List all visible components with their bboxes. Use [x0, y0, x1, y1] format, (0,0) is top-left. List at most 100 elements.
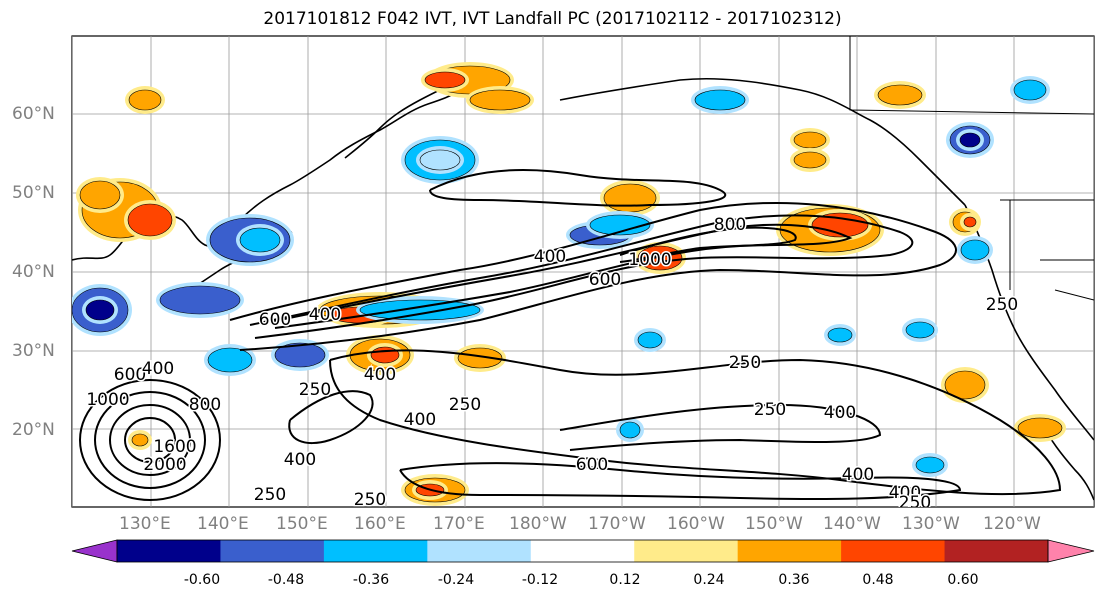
colorbar-tick-label: 0.24	[693, 572, 725, 588]
contour-low-lat-4	[124, 417, 176, 463]
colorbar-tick-label: 0.60	[947, 572, 979, 588]
contour-label: 800	[189, 395, 221, 415]
contour-subtropic-250	[329, 349, 1062, 496]
lat-label-20: 20°N	[12, 420, 55, 440]
lat-label-60: 60°N	[12, 104, 55, 124]
ivt-contours	[79, 169, 1062, 501]
colorbar-tick-label: -0.24	[437, 572, 475, 588]
contour-label: 600	[576, 455, 608, 475]
shading-patch	[905, 321, 935, 339]
contour-jet-400	[249, 214, 914, 339]
shading-patch	[963, 216, 977, 228]
lon-label: 140°E	[197, 514, 249, 534]
lon-label: 130°W	[902, 514, 960, 534]
shading-patch	[694, 89, 746, 111]
coastline-alaska	[559, 77, 966, 206]
contour-label: 1000	[628, 250, 671, 270]
contour-jet-600	[269, 223, 853, 329]
colorbar	[71, 539, 1095, 563]
shading-patch	[589, 214, 651, 236]
lat-label-30: 30°N	[12, 341, 55, 361]
lon-label: 120°W	[983, 514, 1041, 534]
border-states	[1009, 200, 1094, 301]
shading-patch	[1017, 417, 1063, 439]
colorbar-segment	[427, 540, 532, 562]
border-canada	[849, 36, 1094, 115]
shading-patch	[207, 347, 253, 373]
colorbar-segment	[530, 540, 635, 562]
shading-patch	[960, 239, 990, 261]
contour-label: 400	[309, 305, 341, 325]
shading-patch	[827, 327, 853, 343]
shading-patch	[469, 89, 531, 111]
shading-patch	[603, 183, 657, 213]
shading-patch	[1013, 79, 1047, 101]
contour-subtropic-400	[559, 403, 882, 451]
contour-label: 250	[986, 295, 1018, 315]
contour-low-lat-1	[109, 404, 191, 476]
contour-label: 600	[259, 310, 291, 330]
colorbar-tick-label: 0.12	[609, 572, 641, 588]
shading-patch	[877, 84, 923, 106]
shading-patch	[419, 149, 461, 171]
colorbar-tick-label: -0.48	[267, 572, 305, 588]
borders	[849, 36, 1094, 301]
lon-label: 160°W	[667, 514, 725, 534]
colorbar-segment	[944, 540, 1049, 562]
contour-south-400	[399, 462, 962, 501]
shading-patch	[793, 151, 827, 169]
colorbar-segment	[323, 540, 428, 562]
contour-label: 250	[354, 490, 386, 510]
colorbar-frame	[116, 539, 1049, 563]
contour-label: 400	[534, 247, 566, 267]
contour-mid-250	[288, 390, 374, 445]
contour-label: 250	[449, 395, 481, 415]
colorbar-tick-label: 0.36	[778, 572, 810, 588]
lon-label: 170°E	[433, 514, 485, 534]
shading-patch	[619, 421, 641, 439]
contour-low-lat-3	[79, 379, 221, 501]
map-frame	[71, 35, 1095, 508]
contour-label: 400	[889, 483, 921, 503]
lon-label: 180°W	[509, 514, 567, 534]
colorbar-extend-min	[71, 539, 118, 563]
colorbar-tick-label: -0.12	[521, 572, 559, 588]
shading-patch	[85, 299, 115, 321]
colorbar-tick-label: -0.60	[183, 572, 221, 588]
lon-label: 160°E	[354, 514, 406, 534]
contour-label: 400	[824, 403, 856, 423]
shading-patch	[959, 132, 981, 148]
shading-patch	[239, 227, 281, 253]
colorbar-segment	[841, 540, 946, 562]
lon-label: 150°W	[745, 514, 803, 534]
contour-label: 250	[729, 353, 761, 373]
contour-jet-800	[619, 226, 797, 263]
colorbar-segment	[737, 540, 842, 562]
contour-label: 250	[899, 493, 931, 513]
contour-jet-250	[229, 201, 957, 351]
colorbar-segment	[220, 540, 325, 562]
shading-patch	[127, 203, 173, 237]
contour-label: 400	[284, 450, 316, 470]
shading-patch	[128, 89, 162, 111]
shading-patch	[274, 342, 326, 368]
contour-label: 250	[754, 400, 786, 420]
shading-patch	[944, 370, 986, 400]
contour-north-250	[429, 169, 727, 207]
colorbar-extend-max	[1047, 539, 1095, 563]
colorbar-tick-label: 0.48	[862, 572, 894, 588]
shading-patch	[159, 285, 241, 315]
lat-label-40: 40°N	[12, 262, 55, 282]
shading-patch	[131, 433, 149, 447]
colorbar-tick-label: -0.36	[352, 572, 390, 588]
contour-label: 600	[589, 270, 621, 290]
shading-patch	[811, 212, 869, 238]
map-title: 2017101812 F042 IVT, IVT Landfall PC (20…	[263, 9, 842, 29]
contour-label: 800	[714, 215, 746, 235]
contour-label: 400	[842, 465, 874, 485]
contour-low-lat-2	[94, 391, 206, 489]
shading-patch	[370, 346, 400, 364]
contour-label: 2000	[143, 455, 186, 475]
lon-label: 140°W	[823, 514, 881, 534]
lon-label: 170°W	[588, 514, 646, 534]
